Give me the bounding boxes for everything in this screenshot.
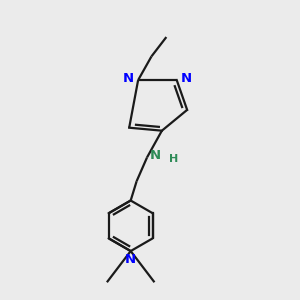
Text: H: H — [169, 154, 178, 164]
Text: N: N — [122, 72, 134, 85]
Text: N: N — [125, 253, 136, 266]
Text: N: N — [181, 72, 192, 85]
Text: N: N — [150, 149, 161, 162]
